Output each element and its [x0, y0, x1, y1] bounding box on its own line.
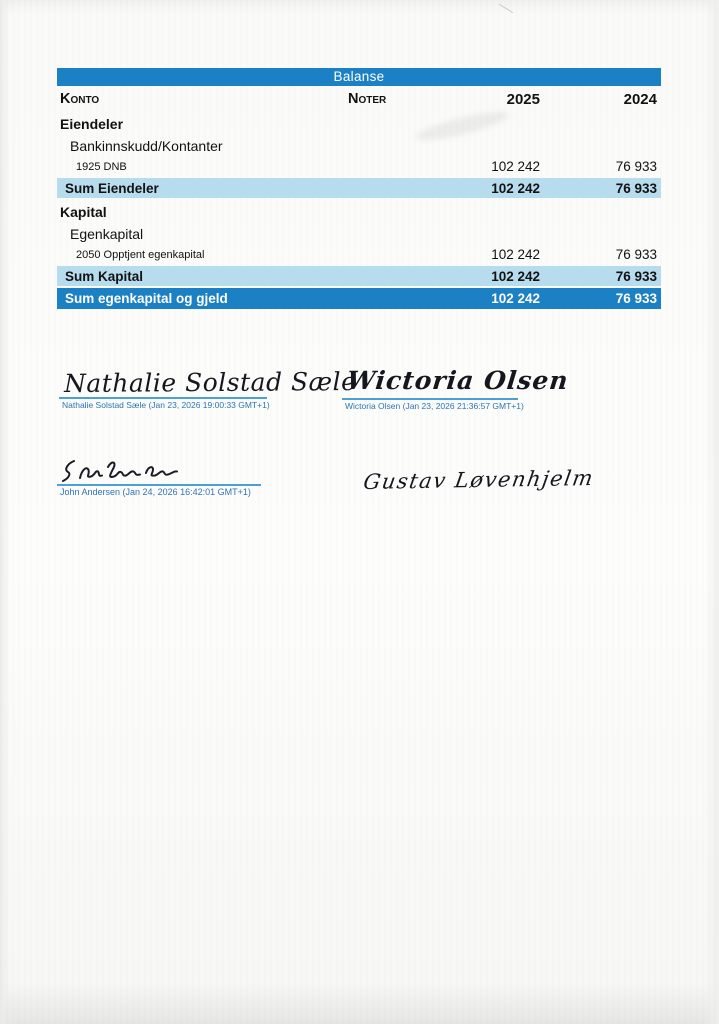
table-row-account-2050-opptjent: 2050 Opptjent egenkapital 102 242 76 933: [57, 245, 661, 264]
table-header-row: Konto Noter 2025 2024: [57, 86, 661, 112]
scan-artifact-line: [498, 3, 514, 14]
column-header-2024: 2024: [623, 90, 657, 108]
value-2025: 102 242: [491, 180, 540, 196]
table-row-group-bankinnskudd: Bankinnskudd/Kontanter: [57, 135, 661, 157]
value-2025: 102 242: [491, 268, 540, 284]
table-row-group-egenkapital: Egenkapital: [57, 223, 661, 245]
nathalie-signature-script: Nathalie Solstad Sæle: [63, 366, 357, 399]
balance-table: Balanse Konto Noter 2025 2024 Eiendeler …: [57, 68, 661, 309]
row-label: 2050 Opptjent egenkapital: [76, 248, 205, 261]
row-label: Bankinnskudd/Kontanter: [70, 138, 223, 154]
value-2025: 102 242: [491, 247, 540, 262]
table-title: Balanse: [333, 69, 385, 84]
wictoria-signature-statement: Wictoria Olsen (Jan 23, 2026 21:36:57 GM…: [345, 401, 524, 411]
row-label: Kapital: [60, 203, 107, 220]
column-header-konto: Konto: [60, 91, 100, 107]
row-label: Sum Eiendeler: [65, 180, 159, 196]
row-label: Sum egenkapital og gjeld: [65, 291, 228, 306]
value-2024: 76 933: [615, 180, 657, 196]
table-row-account-1925-dnb: 1925 DNB 102 242 76 933: [57, 157, 661, 176]
table-title-bar: Balanse: [57, 68, 661, 86]
nathalie-signature-line: [59, 397, 267, 399]
value-2024: 76 933: [615, 268, 657, 284]
table-row-section-eiendeler: Eiendeler: [57, 112, 661, 135]
nathalie-signature-statement: Nathalie Solstad Sæle (Jan 23, 2026 19:0…: [62, 400, 270, 410]
john-signature-statement: John Andersen (Jan 24, 2026 16:42:01 GMT…: [60, 487, 251, 497]
table-row-total-sum-egenkapital-og-gjeld: Sum egenkapital og gjeld 102 242 76 933: [57, 288, 661, 309]
john-signature-line: [57, 484, 261, 486]
column-header-noter: Noter: [348, 91, 387, 107]
wictoria-signature-script: Wictoria Olsen: [345, 366, 571, 395]
value-2025: 102 242: [491, 159, 540, 174]
row-label: Eiendeler: [60, 115, 124, 132]
value-2024: 76 933: [615, 291, 657, 306]
value-2024: 76 933: [615, 247, 657, 262]
row-label: Egenkapital: [70, 226, 144, 242]
table-row-sum-kapital: Sum Kapital 102 242 76 933: [57, 266, 661, 286]
table-row-sum-eiendeler: Sum Eiendeler 102 242 76 933: [57, 178, 661, 198]
row-label: Sum Kapital: [65, 268, 144, 284]
value-2024: 76 933: [615, 159, 657, 174]
row-label: 1925 DNB: [76, 160, 127, 173]
john-andersen-signature-scribble: [62, 460, 178, 482]
gustav-signature-script: Gustav Løvenhjelm: [361, 465, 596, 495]
table-row-section-kapital: Kapital: [57, 200, 661, 223]
value-2025: 102 242: [491, 291, 540, 306]
wictoria-signature-line: [342, 398, 518, 400]
column-header-2025: 2025: [506, 90, 540, 108]
